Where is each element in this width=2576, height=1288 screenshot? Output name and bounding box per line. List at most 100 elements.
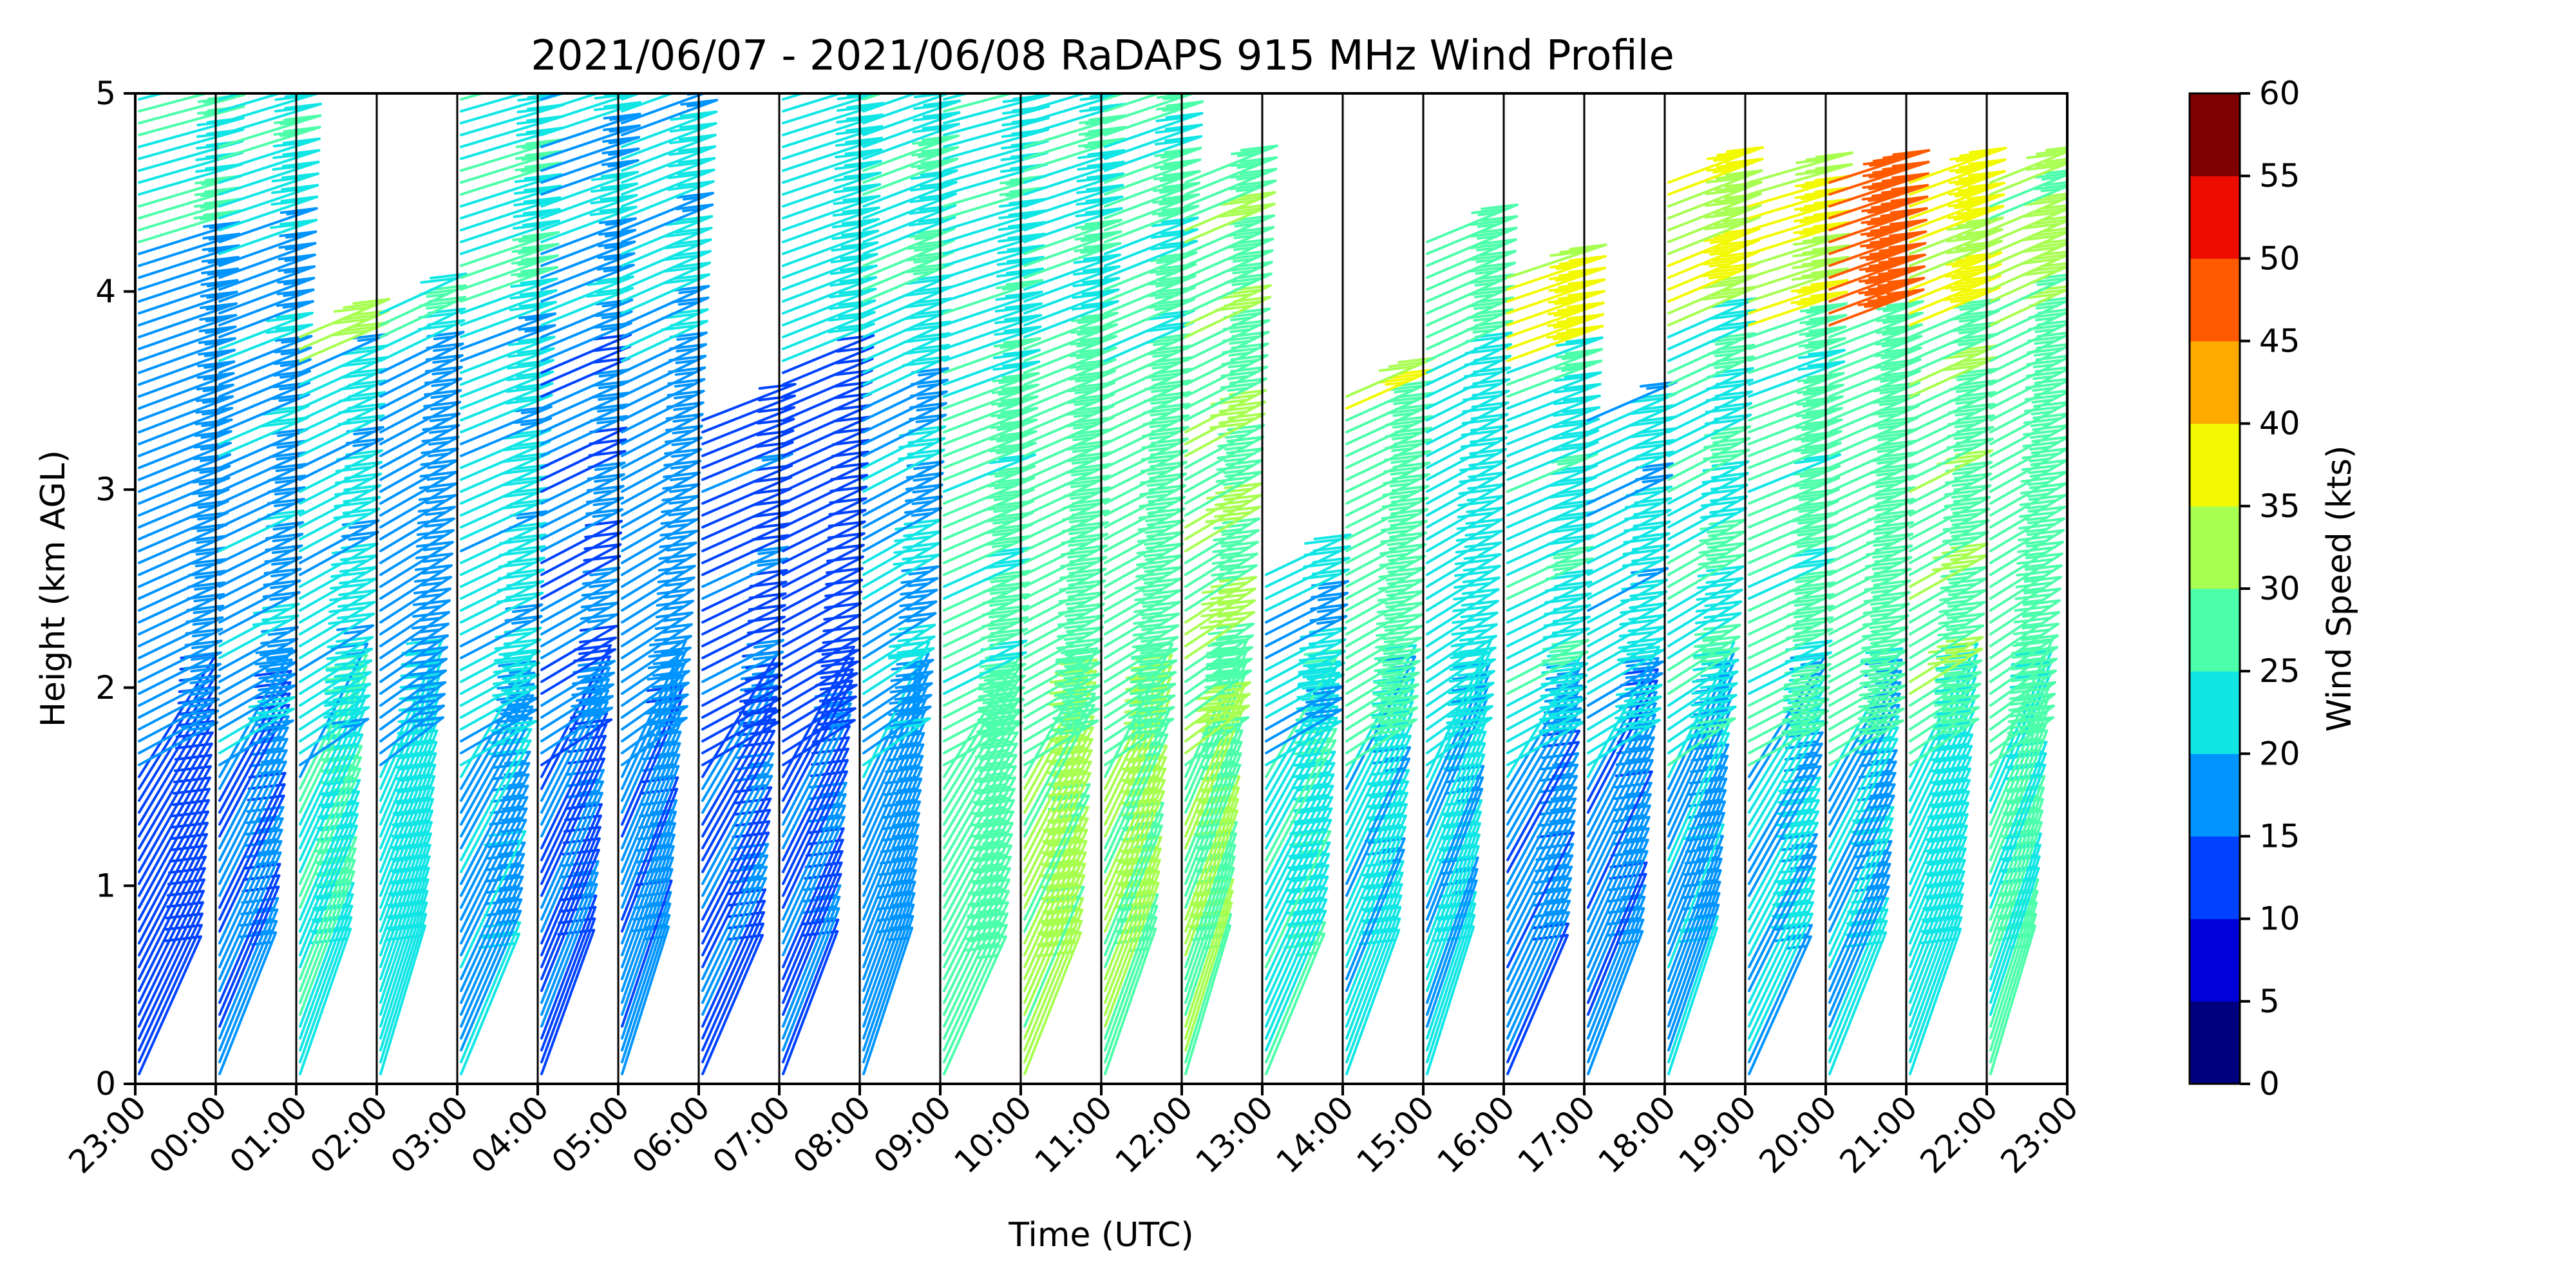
wind-barb bbox=[460, 324, 556, 363]
wind-barb bbox=[862, 530, 942, 576]
wind-barb bbox=[782, 602, 862, 648]
barb-feather bbox=[1383, 611, 1406, 617]
barb-feather bbox=[1395, 403, 1434, 410]
wind-barb bbox=[1184, 844, 1236, 992]
barb-feather bbox=[1460, 611, 1499, 619]
wind-barb bbox=[460, 650, 541, 696]
barb-feather bbox=[267, 643, 290, 648]
barb-feather bbox=[902, 542, 941, 549]
wind-barb bbox=[621, 646, 692, 696]
barb-feather bbox=[1454, 570, 1492, 577]
barb-feather bbox=[194, 189, 232, 196]
barb-feather bbox=[1208, 628, 1246, 636]
wind-barb bbox=[621, 753, 681, 897]
barb-feather bbox=[1622, 719, 1661, 726]
barb-feather bbox=[671, 441, 694, 446]
barb-feather bbox=[990, 670, 1012, 675]
barb-feather bbox=[1629, 396, 1668, 404]
barb-feather bbox=[1145, 517, 1168, 522]
barb-feather bbox=[419, 482, 457, 489]
wind-barb bbox=[862, 308, 952, 350]
barb-feather bbox=[831, 439, 870, 446]
wind-barb bbox=[1345, 613, 1423, 659]
barb-feather bbox=[248, 701, 287, 708]
wind-barb bbox=[943, 788, 1016, 921]
wind-barb bbox=[379, 459, 459, 505]
barb-feather bbox=[1152, 196, 1191, 204]
wind-barb bbox=[1104, 93, 1197, 125]
barb-feather bbox=[817, 719, 856, 726]
wind-profile-2000 bbox=[1828, 149, 1931, 1075]
barb-feather bbox=[984, 707, 1007, 713]
barb-feather bbox=[1795, 578, 1817, 583]
barb-feather bbox=[433, 335, 456, 341]
barb-feather bbox=[1790, 527, 1829, 535]
barb-feather bbox=[1472, 328, 1495, 334]
barb-feather bbox=[1066, 408, 1105, 416]
wind-barb bbox=[460, 716, 533, 849]
wind-barb bbox=[782, 229, 880, 267]
barb-feather bbox=[753, 499, 791, 506]
barb-feather bbox=[425, 499, 448, 504]
barb-feather bbox=[1552, 421, 1591, 429]
barb-feather bbox=[983, 719, 1006, 724]
wind-barb bbox=[379, 913, 428, 1064]
wind-barb bbox=[1667, 800, 1727, 945]
barb-feather bbox=[1155, 270, 1178, 276]
wind-barb bbox=[218, 760, 287, 897]
wind-barb bbox=[1748, 500, 1839, 541]
wind-barb bbox=[1345, 368, 1435, 410]
wind-barb bbox=[138, 500, 229, 541]
wind-barb bbox=[1345, 392, 1434, 433]
barb-feather bbox=[201, 256, 240, 263]
wind-barb bbox=[1667, 823, 1725, 969]
wind-barb bbox=[1587, 649, 1665, 696]
wind-barb bbox=[862, 111, 961, 149]
barb-feather bbox=[598, 384, 620, 390]
wind-barb bbox=[1104, 414, 1190, 457]
wind-barb bbox=[1023, 920, 1083, 1064]
barb-feather bbox=[265, 689, 287, 695]
barb-feather bbox=[511, 246, 550, 253]
wind-barb bbox=[621, 227, 713, 267]
wind-barb bbox=[1184, 658, 1253, 707]
barb-feather bbox=[428, 440, 451, 446]
wind-barb bbox=[1345, 566, 1426, 612]
wind-barb bbox=[782, 815, 846, 957]
wind-barb bbox=[1104, 146, 1202, 184]
wind-barb bbox=[1587, 884, 1647, 1028]
barb-feather bbox=[353, 430, 375, 436]
wind-barb bbox=[1184, 214, 1275, 256]
barb-feather bbox=[1074, 451, 1113, 459]
barb-feather bbox=[419, 616, 442, 622]
wind-barb bbox=[1345, 735, 1412, 873]
wind-barb bbox=[1587, 473, 1674, 517]
wind-barb bbox=[1023, 358, 1117, 398]
wind-barb bbox=[1104, 484, 1187, 529]
barb-feather bbox=[1132, 641, 1170, 649]
barb-feather bbox=[746, 772, 769, 778]
barb-feather bbox=[757, 417, 795, 425]
wind-barb bbox=[1184, 775, 1241, 921]
wind-barb bbox=[218, 404, 310, 446]
wind-barb bbox=[540, 826, 601, 969]
wind-barb bbox=[1184, 706, 1245, 849]
barb-feather bbox=[1076, 187, 1115, 194]
barb-feather bbox=[271, 187, 310, 194]
barb-feather bbox=[1693, 641, 1732, 648]
barb-feather bbox=[587, 606, 610, 612]
wind-barb bbox=[782, 125, 884, 160]
wind-barb bbox=[299, 670, 372, 719]
barb-feather bbox=[1805, 154, 1844, 162]
barb-feather bbox=[1374, 665, 1412, 672]
wind-profile-1200 bbox=[1184, 144, 1278, 1075]
barb-feather bbox=[1068, 385, 1106, 393]
wind-barb bbox=[943, 477, 1036, 517]
wind-barb bbox=[138, 923, 203, 1064]
barb-feather bbox=[895, 682, 933, 689]
wind-barb bbox=[621, 413, 704, 457]
wind-barb bbox=[460, 685, 539, 731]
barb-feather bbox=[1712, 156, 1736, 162]
barb-feather bbox=[1154, 150, 1193, 157]
wind-barb bbox=[1748, 799, 1820, 933]
